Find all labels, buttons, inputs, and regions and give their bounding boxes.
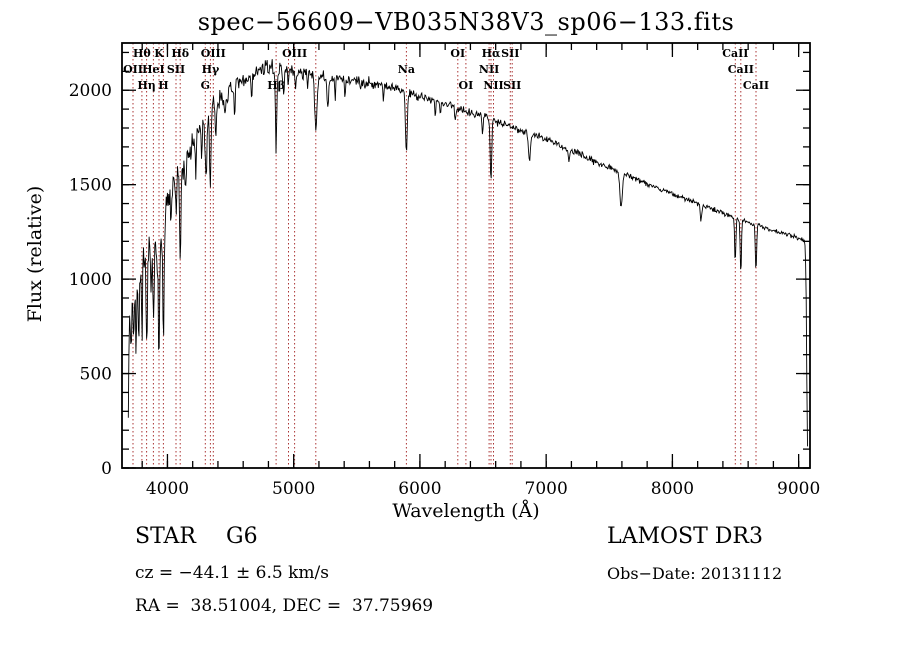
spectral-line-label: NII — [479, 63, 499, 76]
x-tick-label: 9000 — [777, 479, 820, 499]
spectral-line-labels: OII Hθ Hη HeI K H SII Hδ G Hγ OIII Hβ OIII Na OI OI NII H… — [123, 47, 769, 92]
y-tick-label: 0 — [101, 459, 112, 479]
spectral-line-label: SII — [167, 63, 185, 76]
coordinates-line: RA = 38.51004, DEC = 37.75969 — [135, 596, 434, 616]
x-tick-label: 7000 — [525, 479, 568, 499]
spectral-line-label: OIII — [282, 47, 307, 60]
object-subclass: G6 — [226, 524, 258, 549]
plot-title: spec−56609−VB035N38V3_sp06−133.fits — [197, 8, 735, 36]
obs-date-line: Obs−Date: 20131112 — [607, 564, 783, 583]
y-tick-label: 2000 — [69, 81, 112, 101]
spectral-line-label: Hθ — [133, 47, 151, 60]
spectral-line-label: SII — [501, 47, 519, 60]
y-tick-label: 1500 — [69, 176, 112, 196]
spectral-line-label: Na — [398, 63, 415, 76]
spectral-line-label: HeI — [142, 63, 165, 76]
survey-release-label: LAMOST DR3 — [607, 524, 763, 549]
y-axis-label: Flux (relative) — [24, 185, 46, 323]
y-tick-label: 500 — [80, 365, 112, 385]
spectral-line-label: Hα — [482, 47, 501, 60]
spectral-line-label: CaII — [728, 63, 754, 76]
spectral-line-label: H — [158, 79, 168, 92]
x-tick-label: 4000 — [146, 479, 189, 499]
spectral-line-label: OIII — [201, 47, 226, 60]
spectral-line-label: OI — [450, 47, 465, 60]
spectral-line-label: SII — [503, 79, 521, 92]
y-tick-label: 1000 — [69, 270, 112, 290]
x-tick-label: 6000 — [398, 479, 441, 499]
spectral-line-label: Hη — [137, 79, 155, 92]
x-tick-label: 8000 — [651, 479, 694, 499]
spectrum-trace — [127, 59, 808, 447]
spectral-line-label: OII — [123, 63, 143, 76]
x-tick-label: 5000 — [272, 479, 315, 499]
spectral-line-label: G — [201, 79, 210, 92]
spectral-line-label: OI — [459, 79, 474, 92]
spectral-line-label: CaII — [722, 47, 748, 60]
spectral-line-label: Hβ — [267, 79, 285, 92]
spectral-line-markers — [132, 43, 757, 468]
axes: 4000 5000 6000 7000 8000 9000 0 500 1000 1500 2000 — [69, 42, 820, 499]
spectral-line-label: NII — [483, 79, 503, 92]
radial-velocity-line: cz = −44.1 ± 6.5 km/s — [135, 563, 329, 583]
plot-frame — [121, 42, 811, 469]
classification-line: STAR G6 — [135, 524, 258, 549]
spectral-line-label: Hγ — [202, 63, 220, 76]
spectral-line-label: CaII — [743, 79, 769, 92]
spectral-line-label: K — [154, 47, 164, 60]
spectral-line-label: Hδ — [171, 47, 189, 60]
object-type: STAR — [135, 524, 196, 549]
x-axis-label: Wavelength (Å) — [392, 500, 540, 522]
